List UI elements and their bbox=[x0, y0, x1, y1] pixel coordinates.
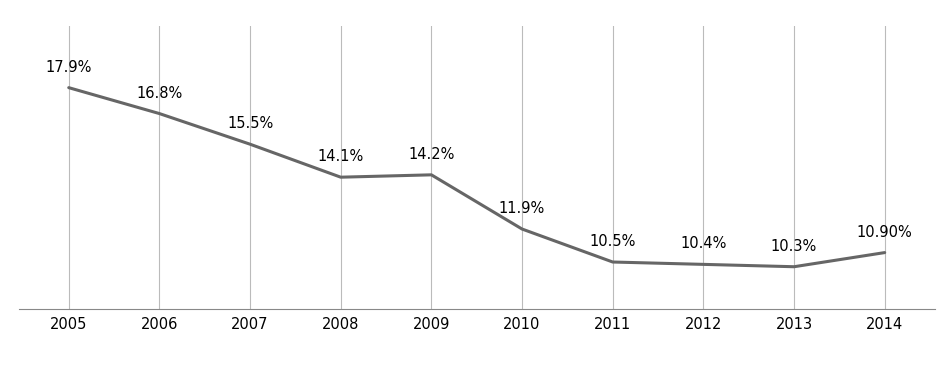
Text: 10.3%: 10.3% bbox=[771, 239, 818, 254]
Text: 10.4%: 10.4% bbox=[681, 236, 727, 251]
Text: 15.5%: 15.5% bbox=[227, 116, 273, 131]
Text: 11.9%: 11.9% bbox=[499, 201, 546, 216]
Text: 16.8%: 16.8% bbox=[136, 86, 182, 101]
Text: 10.5%: 10.5% bbox=[589, 234, 636, 249]
Text: 10.90%: 10.90% bbox=[857, 225, 913, 240]
Text: 14.1%: 14.1% bbox=[317, 149, 363, 164]
Text: 17.9%: 17.9% bbox=[45, 60, 92, 75]
Text: 14.2%: 14.2% bbox=[408, 147, 455, 162]
